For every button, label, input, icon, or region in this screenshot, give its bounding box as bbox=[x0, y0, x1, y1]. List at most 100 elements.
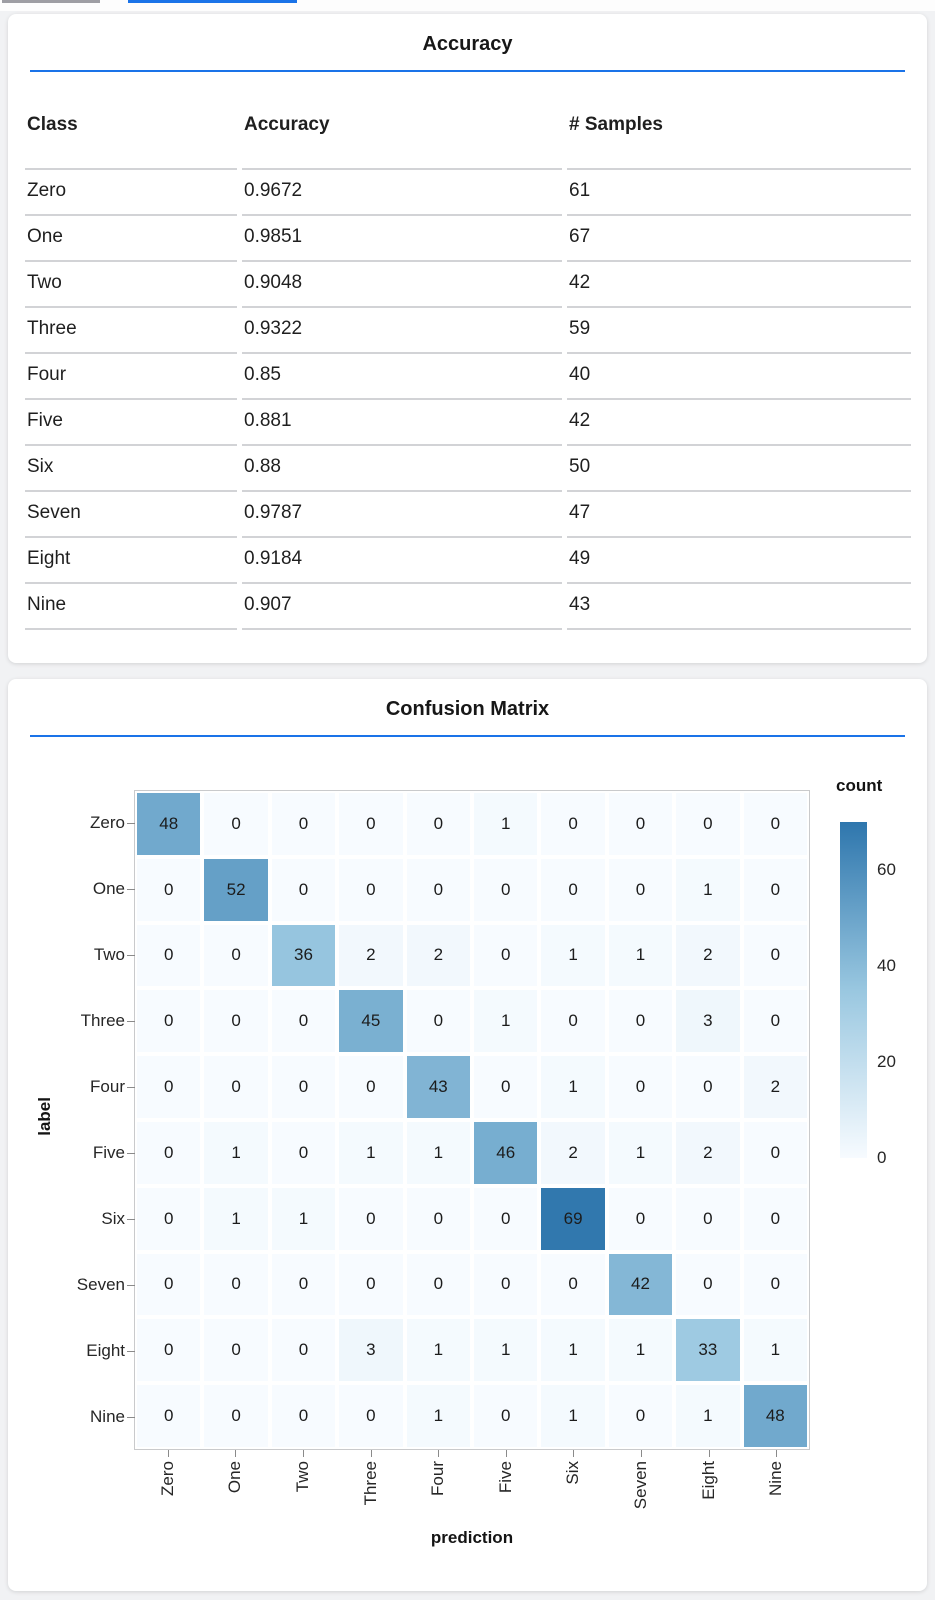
heatmap-cell: 1 bbox=[406, 1319, 470, 1382]
heatmap-cell: 0 bbox=[271, 1319, 336, 1382]
heatmap-cell: 2 bbox=[743, 1056, 807, 1118]
legend-title: count bbox=[836, 776, 883, 795]
cell-class: Six bbox=[25, 446, 237, 492]
tab-indicator-active[interactable] bbox=[128, 0, 297, 3]
x-axis-label: Zero bbox=[157, 1461, 177, 1496]
heatmap-cell: 0 bbox=[137, 1319, 201, 1382]
heatmap-cell: 0 bbox=[743, 924, 807, 987]
cell-class: Nine bbox=[25, 584, 237, 630]
heatmap-cell: 43 bbox=[406, 1056, 470, 1118]
heatmap-cell: 0 bbox=[271, 858, 336, 921]
heatmap-cell: 0 bbox=[743, 1121, 807, 1184]
heatmap-cell: 0 bbox=[339, 858, 403, 921]
heatmap-cell: 0 bbox=[676, 1187, 740, 1250]
table-row: Zero 0.9672 61 bbox=[25, 170, 911, 216]
heatmap-cell: 3 bbox=[676, 990, 740, 1053]
x-axis-label: Nine bbox=[766, 1461, 786, 1496]
y-axis-title: label bbox=[35, 1097, 54, 1136]
heatmap-cell: 1 bbox=[676, 858, 740, 921]
x-axis-label: Three bbox=[360, 1461, 380, 1506]
heatmap-cell: 0 bbox=[137, 858, 201, 921]
x-axis-title: prediction bbox=[430, 1528, 514, 1547]
heatmap-cell: 1 bbox=[204, 1187, 268, 1250]
heatmap-cell: 0 bbox=[474, 1385, 538, 1447]
heatmap-cell: 0 bbox=[406, 858, 470, 921]
y-axis-label: Zero bbox=[90, 813, 125, 832]
y-axis-label: Seven bbox=[76, 1275, 125, 1294]
heatmap-cell: 1 bbox=[271, 1187, 336, 1250]
y-axis-label: One bbox=[92, 879, 125, 898]
x-tick bbox=[505, 1450, 507, 1457]
heatmap-cell: 2 bbox=[676, 1121, 740, 1184]
heatmap-cell: 1 bbox=[676, 1385, 740, 1447]
heatmap-cell: 0 bbox=[204, 1253, 268, 1316]
heatmap-cell: 0 bbox=[204, 1056, 268, 1118]
heatmap-plot: 48 0 0 0 0 1 0 0 0 0 0 52 0 0 0 0 0 0 1 0 0 0 36 2 2 0 1 1 2 0 0 0 0 45 0 1… bbox=[134, 790, 810, 1450]
heatmap-cell: 0 bbox=[137, 1253, 201, 1316]
heatmap-cell: 69 bbox=[541, 1187, 605, 1250]
y-axis-label: Six bbox=[101, 1209, 125, 1228]
heatmap-cell: 0 bbox=[676, 1056, 740, 1118]
legend-tick-label: 0 bbox=[877, 1148, 887, 1167]
accuracy-card: Accuracy Class Accuracy # Samples Zero 0.967… bbox=[8, 14, 927, 663]
heatmap-cell: 0 bbox=[339, 1056, 403, 1118]
heatmap-cell: 45 bbox=[339, 990, 403, 1053]
heatmap-cell: 0 bbox=[271, 1056, 336, 1118]
y-tick bbox=[127, 1417, 135, 1418]
heatmap-cell: 0 bbox=[474, 1056, 538, 1118]
heatmap-cell: 48 bbox=[743, 1385, 807, 1447]
cell-accuracy: 0.881 bbox=[242, 400, 562, 446]
heatmap-cell: 0 bbox=[204, 990, 268, 1053]
heatmap-cell: 0 bbox=[474, 924, 538, 987]
cell-class: Five bbox=[25, 400, 237, 446]
heatmap-cell: 0 bbox=[137, 1056, 201, 1118]
legend-tick-label: 20 bbox=[877, 1052, 896, 1071]
x-axis-label: Five bbox=[495, 1461, 515, 1494]
heatmap-cell: 0 bbox=[204, 924, 268, 987]
heatmap-cell: 0 bbox=[406, 1253, 470, 1316]
y-axis-label: Two bbox=[93, 945, 125, 964]
heatmap-cell: 0 bbox=[137, 990, 201, 1053]
x-tick bbox=[303, 1450, 304, 1457]
heatmap-cell: 33 bbox=[676, 1319, 740, 1382]
heatmap-cell: 2 bbox=[339, 924, 403, 987]
y-tick bbox=[127, 1087, 135, 1088]
heatmap-cell: 1 bbox=[474, 793, 538, 855]
x-tick bbox=[235, 1450, 237, 1457]
cell-accuracy: 0.9672 bbox=[242, 170, 562, 216]
column-header: # Samples bbox=[567, 100, 911, 170]
heatmap-cell: 0 bbox=[541, 793, 605, 855]
accent-divider bbox=[30, 735, 905, 737]
x-tick bbox=[438, 1450, 440, 1457]
tab-bar bbox=[0, 0, 935, 11]
cell-accuracy: 0.9048 bbox=[242, 262, 562, 308]
heatmap-cell: 0 bbox=[204, 1385, 268, 1447]
heatmap-cell: 0 bbox=[137, 1385, 201, 1447]
heatmap-cell: 48 bbox=[137, 793, 201, 855]
legend-gradient bbox=[840, 822, 867, 1158]
heatmap-cell: 1 bbox=[541, 1056, 605, 1118]
heatmap-cell: 0 bbox=[743, 1253, 807, 1316]
y-tick bbox=[127, 823, 135, 824]
cell-accuracy: 0.9787 bbox=[242, 492, 562, 538]
x-tick bbox=[776, 1450, 778, 1457]
x-tick bbox=[370, 1450, 372, 1457]
tab-indicator-inactive[interactable] bbox=[2, 0, 100, 3]
cell-accuracy: 0.9851 bbox=[242, 216, 562, 262]
confusion-card-title: Confusion Matrix bbox=[385, 698, 550, 720]
legend-tick-label: 60 bbox=[877, 860, 896, 879]
y-tick bbox=[127, 1285, 135, 1286]
heatmap-cell: 0 bbox=[339, 1187, 403, 1250]
heatmap-cell: 0 bbox=[406, 1187, 470, 1250]
legend-tick-label: 40 bbox=[877, 956, 896, 975]
column-header: Accuracy bbox=[242, 100, 562, 170]
x-axis-label: Seven bbox=[631, 1461, 650, 1510]
heatmap-cell: 2 bbox=[676, 924, 740, 987]
accuracy-card-title: Accuracy bbox=[422, 33, 513, 55]
y-axis-label: Eight bbox=[86, 1341, 125, 1360]
heatmap-cell: 0 bbox=[271, 990, 336, 1053]
heatmap-cell: 1 bbox=[608, 1121, 673, 1184]
cell-samples: 42 bbox=[567, 262, 911, 308]
y-tick bbox=[127, 1219, 135, 1220]
cell-accuracy: 0.88 bbox=[242, 446, 562, 492]
